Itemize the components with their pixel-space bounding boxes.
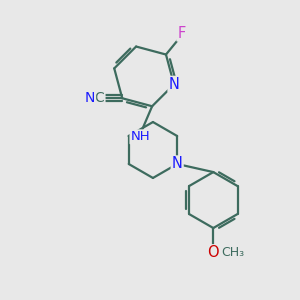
Text: N: N [172, 157, 183, 172]
Text: N: N [169, 77, 179, 92]
Text: NH: NH [130, 130, 150, 143]
Text: N: N [85, 91, 95, 105]
Text: C: C [95, 91, 104, 105]
Text: O: O [208, 245, 219, 260]
Text: CH₃: CH₃ [222, 246, 245, 259]
Text: F: F [178, 26, 186, 40]
